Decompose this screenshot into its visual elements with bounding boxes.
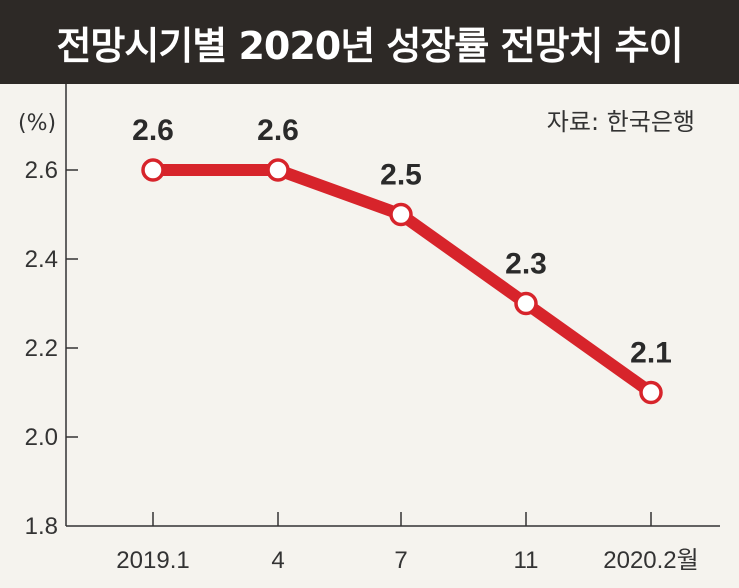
source-label: 자료: 한국은행 (547, 108, 695, 136)
unit-label: (%) (18, 111, 56, 136)
line-chart: (%) 자료: 한국은행 1.8 2.0 2.2 2.4 2.6 2019.1 4 7 11 20… (18, 84, 720, 574)
y-tick-label: 2.0 (25, 424, 58, 451)
data-label: 2.1 (630, 337, 672, 370)
x-tick-label: 2019.1 (116, 547, 189, 574)
y-tick-label: 2.6 (25, 157, 58, 184)
data-label: 2.6 (257, 114, 299, 147)
y-tick-label: 2.4 (25, 246, 58, 273)
axes: 1.8 2.0 2.2 2.4 2.6 2019.1 4 7 11 2020.2월 (25, 84, 720, 574)
data-point (389, 202, 413, 227)
data-point (639, 380, 663, 405)
data-point (514, 291, 538, 316)
data-label: 2.5 (380, 159, 422, 192)
y-tick-label: 2.2 (25, 335, 58, 362)
data-label: 2.6 (132, 114, 174, 147)
series-group (141, 158, 663, 405)
data-label: 2.3 (505, 248, 547, 281)
chart-title: 전망시기별 2020년 성장률 전망치 추이 (56, 23, 683, 68)
y-tick-label: 1.8 (25, 513, 58, 540)
data-point (266, 158, 290, 182)
data-labels: 2.6 2.6 2.5 2.3 2.1 (132, 114, 672, 370)
x-tick-label: 11 (514, 547, 539, 574)
x-tick-label: 4 (271, 547, 284, 574)
x-tick-label: 7 (394, 547, 407, 574)
title-bar: 전망시기별 2020년 성장률 전망치 추이 (0, 0, 739, 84)
data-point (141, 158, 165, 182)
x-tick-label: 2020.2월 (603, 547, 699, 574)
